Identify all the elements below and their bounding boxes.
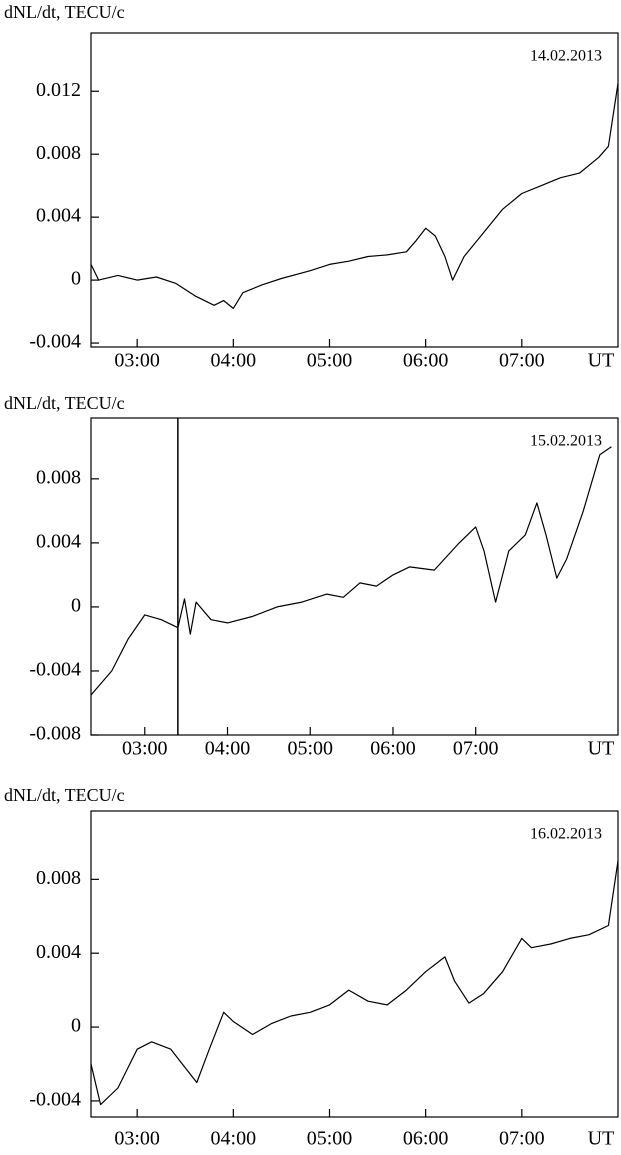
x-axis-label: UT — [588, 738, 615, 760]
plot-frame — [90, 810, 619, 1118]
y-tick-label: 0 — [71, 1015, 81, 1037]
y-tick-label: 0.008 — [36, 867, 81, 889]
x-tick-label: 07:00 — [453, 738, 499, 760]
x-tick-label: 03:00 — [122, 738, 168, 760]
x-tick-label: 04:00 — [205, 738, 251, 760]
x-tick-label: 04:00 — [211, 1128, 257, 1150]
x-tick-label: 03:00 — [114, 350, 160, 372]
x-tick-label: 06:00 — [403, 1128, 449, 1150]
x-tick-label: 05:00 — [307, 1128, 353, 1150]
plot-frame — [90, 417, 619, 736]
y-axis-label: dNL/dt, TECU/c — [4, 785, 125, 805]
y-tick-label: 0 — [71, 595, 81, 617]
x-tick-label: 03:00 — [114, 1128, 160, 1150]
y-tick-label: 0.008 — [36, 142, 81, 164]
plot-frame — [90, 32, 619, 348]
date-annotation: 14.02.2013 — [530, 48, 602, 65]
x-axis-label: UT — [588, 350, 615, 372]
y-axis-label: dNL/dt, TECU/c — [4, 393, 125, 413]
date-annotation: 15.02.2013 — [530, 433, 602, 450]
y-tick-label: 0.012 — [36, 79, 81, 101]
x-tick-label: 05:00 — [307, 350, 353, 372]
y-tick-label: 0.008 — [36, 466, 81, 488]
y-tick-label: -0.008 — [29, 723, 81, 745]
y-tick-label: -0.004 — [29, 1089, 81, 1111]
y-tick-label: 0.004 — [36, 205, 81, 227]
x-tick-label: 07:00 — [499, 1128, 545, 1150]
data-line — [90, 860, 619, 1106]
x-tick-label: 06:00 — [403, 350, 449, 372]
data-line — [90, 446, 612, 696]
y-tick-label: 0.004 — [36, 941, 81, 963]
y-tick-label: -0.004 — [29, 659, 81, 681]
y-tick-label: -0.004 — [29, 331, 81, 353]
data-line — [90, 83, 619, 309]
x-tick-label: 07:00 — [499, 350, 545, 372]
date-annotation: 16.02.2013 — [530, 826, 602, 843]
y-axis-label: dNL/dt, TECU/c — [4, 2, 125, 22]
x-tick-label: 04:00 — [211, 350, 257, 372]
y-tick-label: 0.004 — [36, 530, 81, 552]
y-tick-label: 0 — [71, 268, 81, 290]
x-tick-label: 05:00 — [287, 738, 333, 760]
x-tick-label: 06:00 — [370, 738, 416, 760]
x-axis-label: UT — [588, 1128, 615, 1150]
